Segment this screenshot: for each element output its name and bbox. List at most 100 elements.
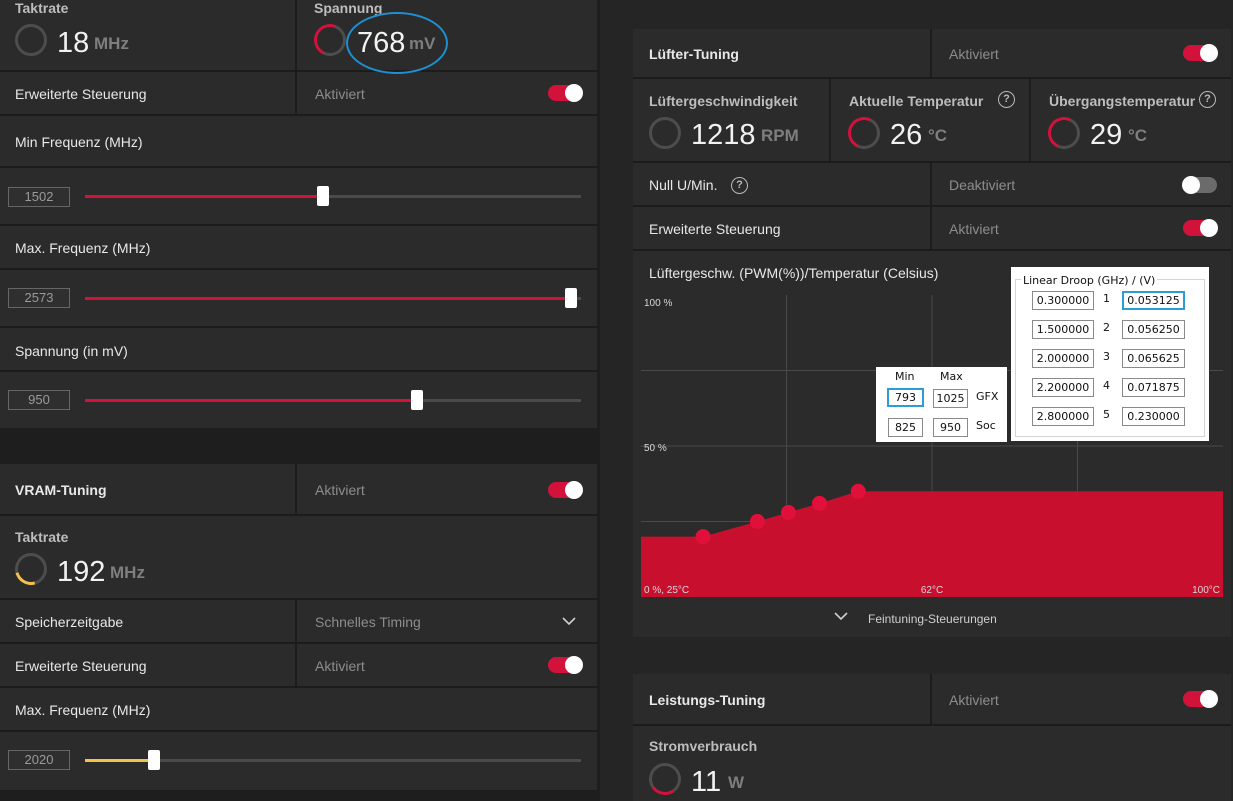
fan-speed-gauge-icon: [649, 117, 681, 149]
power-toggle[interactable]: [1183, 690, 1218, 708]
gpu-advanced-label: Erweiterte Steuerung: [15, 86, 147, 102]
vram-max-freq-value[interactable]: 2020: [8, 750, 70, 770]
gfx-max-input[interactable]: 1025: [933, 389, 968, 408]
help-icon[interactable]: ?: [731, 177, 748, 194]
voltage-stat: Spannung 768 mV: [299, 0, 597, 74]
droop-volt-input[interactable]: 0.071875: [1122, 378, 1185, 397]
gpu-advanced-toggle[interactable]: [548, 84, 583, 102]
vram-advanced-toggle[interactable]: [548, 656, 583, 674]
vram-clock-gauge-icon: [9, 547, 53, 591]
zero-rpm-state: Deaktiviert: [949, 177, 1016, 193]
fan-speed-stat: Lüftergeschwindigkeit 1218 RPM: [633, 79, 831, 161]
min-freq-slider[interactable]: [85, 186, 581, 206]
min-freq-slider-row: 1502: [0, 168, 597, 226]
voltage-slider-row: 950: [0, 372, 597, 428]
max-freq-slider-row: 2573: [0, 270, 597, 328]
zero-rpm-label: Null U/Min.: [649, 177, 718, 193]
clock-gauge-icon: [15, 24, 47, 56]
vram-clock-row: Taktrate 192 MHz: [0, 516, 597, 600]
droop-title: Linear Droop (GHz) / (V): [1021, 274, 1158, 287]
fan-state: Aktiviert: [949, 46, 999, 62]
fan-advanced-row: Erweiterte Steuerung Aktiviert: [633, 207, 1231, 251]
power-tuning-panel: Leistungs-Tuning Aktiviert Stromverbrauc…: [633, 674, 1231, 801]
zero-rpm-row: Null U/Min. ? Deaktiviert: [633, 163, 1231, 207]
fan-header-row: Lüfter-Tuning Aktiviert: [633, 29, 1231, 79]
power-consumption-label: Stromverbrauch: [649, 738, 758, 754]
vram-tuning-panel: VRAM-Tuning Aktiviert Taktrate 192 MHz S…: [0, 464, 597, 790]
min-freq-value[interactable]: 1502: [8, 187, 70, 207]
max-freq-value[interactable]: 2573: [8, 288, 70, 308]
power-header-row: Leistungs-Tuning Aktiviert: [633, 674, 1231, 726]
vram-max-freq-slider-thumb[interactable]: [148, 750, 161, 770]
gfx-min-input[interactable]: 793: [887, 388, 924, 407]
voltage-control-label: Spannung (in mV): [15, 343, 128, 359]
droop-volt-input[interactable]: 0.056250: [1122, 320, 1185, 339]
timing-dropdown[interactable]: Schnelles Timing: [315, 614, 421, 630]
fan-curve-chart[interactable]: 100 % 50 % 0 %, 25°C 62°C 100°C: [641, 295, 1223, 597]
soc-label: Soc: [976, 419, 996, 432]
power-consumption-unit: W: [728, 773, 745, 792]
droop-ghz-input[interactable]: 2.000000: [1032, 349, 1094, 368]
soc-min-input[interactable]: 825: [888, 418, 923, 437]
voltage-slider-thumb[interactable]: [411, 390, 424, 410]
gfx-label: GFX: [976, 390, 999, 403]
min-freq-slider-thumb[interactable]: [317, 186, 330, 206]
fan-stats-row: Lüftergeschwindigkeit 1218 RPM Aktuelle …: [633, 79, 1231, 163]
vram-advanced-state: Aktiviert: [315, 658, 365, 674]
soc-max-input[interactable]: 950: [933, 418, 968, 437]
chevron-down-icon[interactable]: [562, 616, 576, 626]
droop-ghz-input[interactable]: 0.300000: [1032, 291, 1094, 310]
help-icon[interactable]: ?: [998, 91, 1015, 108]
droop-ghz-input[interactable]: 1.500000: [1032, 320, 1094, 339]
voltage-control-value[interactable]: 950: [8, 390, 70, 410]
max-freq-slider-thumb[interactable]: [565, 288, 578, 308]
droop-index: 2: [1103, 321, 1110, 334]
temperature-unit: °C: [928, 126, 948, 145]
droop-index: 3: [1103, 350, 1110, 363]
fine-tune-row[interactable]: Feintuning-Steuerungen: [633, 597, 1231, 637]
droop-volt-input[interactable]: 0.053125: [1122, 291, 1185, 310]
max-label: Max: [940, 370, 963, 383]
y-tick-label: 50 %: [644, 443, 667, 454]
vram-max-freq-slider-row: 2020: [0, 732, 597, 790]
fan-curve-title: Lüftergeschw. (PWM(%))/Temperatur (Celsi…: [649, 265, 939, 281]
temperature-gauge-icon: [843, 112, 885, 154]
vram-max-freq-label-row: Max. Frequenz (MHz): [0, 688, 597, 732]
vram-clock-label: Taktrate: [15, 529, 69, 545]
fan-advanced-toggle[interactable]: [1183, 219, 1218, 237]
clock-value: 18: [57, 27, 90, 59]
droop-volt-input[interactable]: 0.230000: [1122, 407, 1185, 426]
fan-toggle[interactable]: [1183, 44, 1218, 62]
timing-label: Speicherzeitgabe: [15, 614, 124, 630]
chevron-down-icon[interactable]: [834, 611, 848, 621]
temperature-value: 26: [890, 119, 923, 151]
vram-max-freq-slider[interactable]: [85, 750, 581, 770]
linear-droop-overlay: Linear Droop (GHz) / (V) 0.300000 1 0.0531…: [1011, 267, 1209, 441]
droop-ghz-input[interactable]: 2.200000: [1032, 378, 1094, 397]
fan-curve-point[interactable]: [780, 504, 796, 520]
max-freq-slider[interactable]: [85, 288, 581, 308]
clock-unit: MHz: [94, 34, 129, 53]
voltage-label: Spannung: [314, 0, 383, 16]
vram-toggle[interactable]: [548, 481, 583, 499]
fan-curve-point[interactable]: [749, 514, 765, 529]
gpu-advanced-state: Aktiviert: [315, 86, 365, 102]
vram-advanced-label: Erweiterte Steuerung: [15, 658, 147, 674]
droop-volt-input[interactable]: 0.065625: [1122, 349, 1185, 368]
vram-title: VRAM-Tuning: [15, 482, 107, 498]
clock-stat: Taktrate 18 MHz: [0, 0, 297, 70]
fan-curve-point[interactable]: [811, 495, 827, 511]
fan-curve-point[interactable]: [850, 483, 866, 499]
voltage-slider[interactable]: [85, 390, 581, 410]
help-icon[interactable]: ?: [1199, 91, 1216, 108]
power-consumption-value: 11: [691, 766, 722, 798]
min-freq-label: Min Frequenz (MHz): [15, 134, 143, 150]
zero-rpm-toggle[interactable]: [1182, 176, 1217, 194]
fan-speed-label: Lüftergeschwindigkeit: [649, 93, 798, 109]
min-label: Min: [895, 370, 915, 383]
droop-ghz-input[interactable]: 2.800000: [1032, 407, 1094, 426]
fan-curve-point[interactable]: [695, 529, 711, 545]
max-freq-label: Max. Frequenz (MHz): [15, 240, 151, 256]
gpu-tuning-panel: Taktrate 18 MHz Spannung 768 mV Erweiter…: [0, 0, 597, 428]
fine-tune-label[interactable]: Feintuning-Steuerungen: [868, 612, 997, 626]
